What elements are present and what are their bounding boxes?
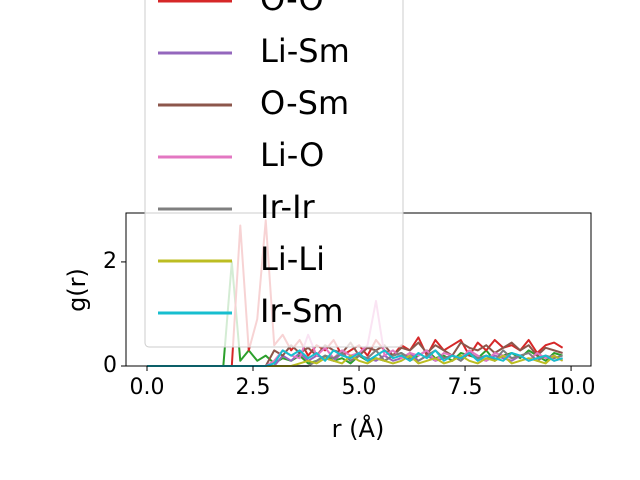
legend-label: Ir-Sm [260,292,344,330]
x-tick-label: 0.0 [129,375,164,400]
x-tick-label: 2.5 [236,375,271,400]
x-tick-label: 5.0 [342,375,377,400]
legend-label: Ir-Ir [260,188,316,226]
legend: O-O Li-Sm O-Sm Li-O Ir-Ir Li-Li Ir-Sm [144,0,404,348]
y-axis-label: g(r) [63,268,91,312]
legend-label: Li-Sm [260,32,350,70]
x-tick-label: 7.5 [448,375,483,400]
legend-label: O-O [260,0,324,18]
legend-label: Li-Li [260,240,325,278]
x-axis-label: r (Å) [332,414,385,443]
y-tick-label: 0 [103,353,117,378]
x-tick-label: 10.0 [547,375,596,400]
y-tick-label: 2 [103,249,117,274]
legend-label: O-Sm [260,84,349,122]
legend-label: Li-O [260,136,324,174]
